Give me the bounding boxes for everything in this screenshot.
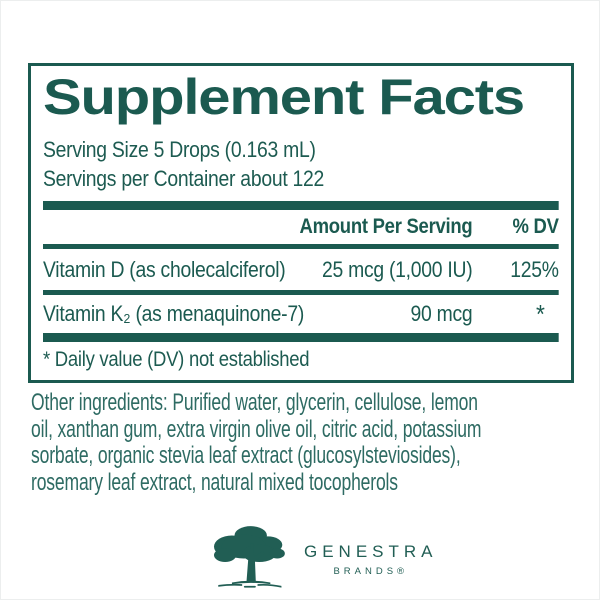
nutrient-amount: 90 mcg: [410, 301, 473, 326]
nutrient-dv: 125%: [510, 256, 559, 282]
divider-rule: [43, 244, 559, 249]
table-header-row: Amount Per Serving % DV: [43, 210, 559, 244]
dv-footnote: * Daily value (DV) not established: [43, 348, 310, 371]
panel-title: Supplement Facts: [43, 69, 525, 125]
nutrient-name: Vitamin D (as cholecalciferol): [43, 256, 286, 282]
other-ingredients-text: Other ingredients: Purified water, glyce…: [31, 389, 482, 496]
serving-size-line: Serving Size 5 Drops (0.163 mL): [43, 137, 316, 162]
divider-thick-bottom: [43, 333, 559, 342]
nutrient-name: Vitamin K₂ (as menaquinone-7): [43, 301, 305, 326]
nutrient-amount: 25 mcg (1,000 IU): [321, 256, 473, 282]
panel-body: Serving Size 5 Drops (0.163 mL) Servings…: [43, 135, 559, 375]
column-header-dv: % DV: [512, 215, 559, 238]
nutrient-dv: *: [535, 299, 545, 329]
table-row-vitamin-k2: Vitamin K₂ (as menaquinone-7) 90 mcg *: [43, 295, 559, 333]
divider-rule: [43, 290, 559, 295]
tree-icon: [214, 526, 285, 588]
brand-wordmark: GENESTRA BRANDS®: [304, 542, 438, 577]
table-row-vitamin-d: Vitamin D (as cholecalciferol) 25 mcg (1…: [43, 249, 559, 290]
divider-thick-top: [43, 201, 559, 210]
column-header-amount: Amount Per Serving: [299, 215, 473, 238]
brand-name: GENESTRA: [304, 541, 438, 561]
supplement-facts-panel: Supplement Facts Serving Size 5 Drops (0…: [28, 63, 574, 383]
brand-logo: GENESTRA BRANDS®: [206, 521, 438, 591]
servings-per-container-line: Servings per Container about 122: [43, 166, 325, 191]
brand-subtitle: BRANDS®: [333, 565, 409, 577]
